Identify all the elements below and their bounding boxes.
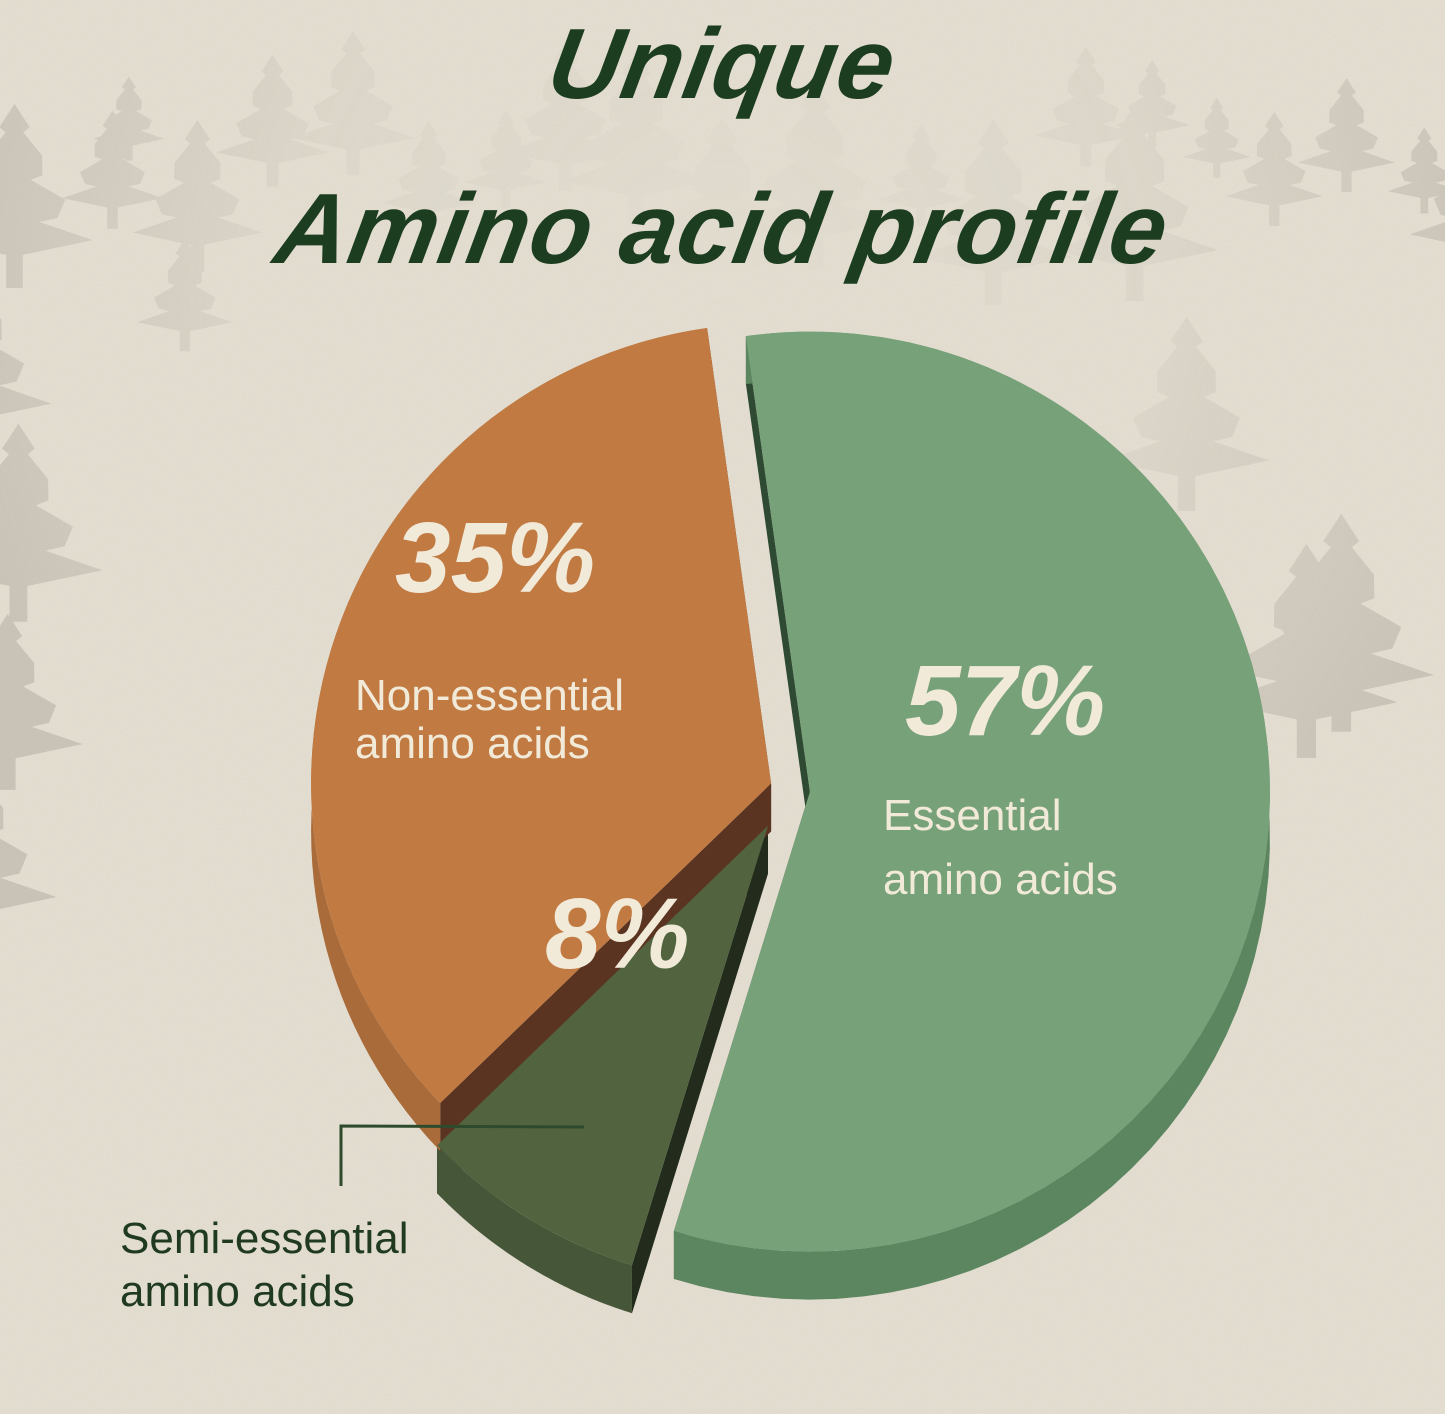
- svg-text:Essential: Essential: [883, 791, 1062, 840]
- svg-text:amino acids: amino acids: [883, 855, 1118, 904]
- svg-text:Semi-essential: Semi-essential: [120, 1214, 409, 1263]
- svg-text:35%: 35%: [395, 502, 595, 614]
- svg-text:Non-essential: Non-essential: [355, 671, 624, 720]
- svg-text:amino acids: amino acids: [355, 719, 590, 768]
- svg-text:amino acids: amino acids: [120, 1267, 355, 1316]
- svg-text:8%: 8%: [545, 878, 690, 990]
- svg-text:57%: 57%: [905, 645, 1105, 757]
